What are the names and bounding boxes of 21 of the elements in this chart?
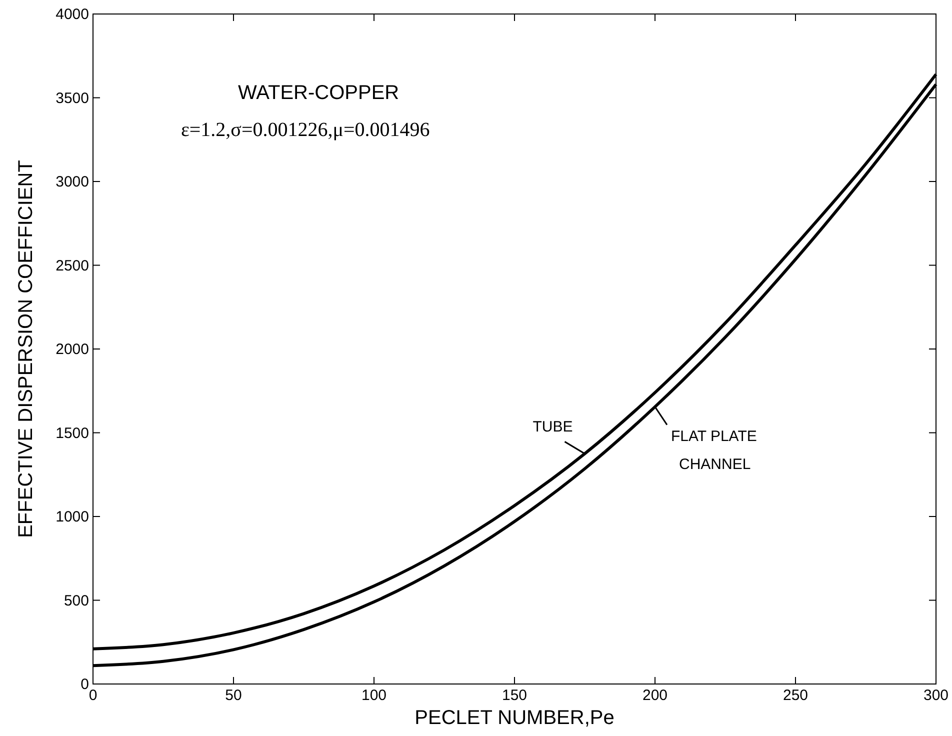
x-axis-title: PECLET NUMBER,Pe (414, 707, 614, 729)
x-tick-label: 50 (225, 687, 242, 704)
y-tick-label: 3500 (56, 90, 89, 107)
y-tick-label: 1000 (56, 508, 89, 526)
series-label: TUBE (532, 418, 573, 436)
y-tick-label: 0 (80, 676, 89, 693)
x-tick-label: 200 (642, 687, 668, 704)
legend-label: FLAT PLATE CHANNEL (671, 428, 757, 473)
y-tick-label: 500 (64, 592, 89, 610)
x-tick-label: 100 (361, 687, 387, 704)
y-tick-label: 3000 (56, 174, 89, 190)
x-tick-label: 250 (782, 687, 808, 704)
x-tick-label: 150 (502, 687, 528, 704)
y-axis-title: EFFECTIVE DISPERSION COEFFICIENT (15, 160, 37, 538)
x-tick-label: 300 (923, 687, 949, 704)
text: WATER-COPPER (238, 82, 400, 104)
y-tick-label: 1500 (56, 424, 89, 442)
text: ε=1.2,σ=0.001226,μ=0.001496 (181, 119, 430, 141)
y-tick-label: 4000 (56, 6, 89, 23)
y-tick-label: 2500 (56, 257, 89, 274)
y-tick-label: 2000 (56, 341, 89, 358)
